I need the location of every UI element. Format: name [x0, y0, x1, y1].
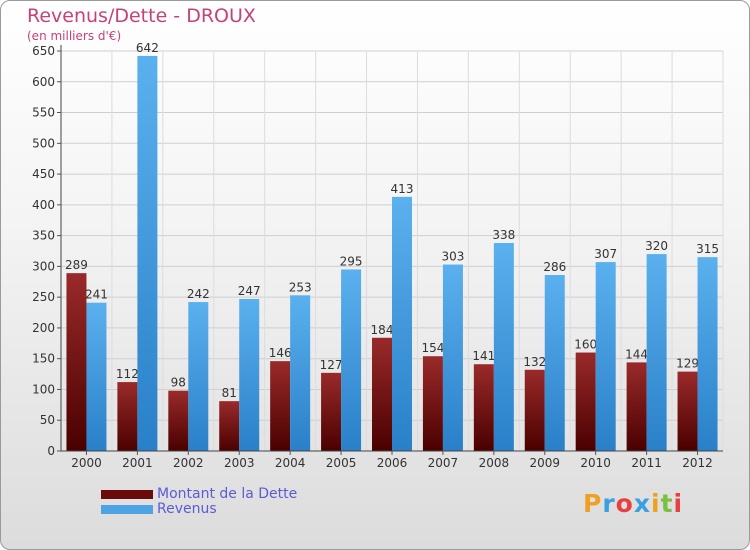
logo-letter: P — [583, 489, 603, 518]
value-label-debt: 132 — [523, 355, 546, 369]
x-tick-label: 2004 — [275, 456, 306, 470]
legend-swatch-revenue — [101, 504, 153, 514]
bar-revenue — [544, 275, 565, 451]
value-label-debt: 289 — [65, 258, 88, 272]
y-tick-label: 50 — [40, 413, 55, 427]
logo-letter: i — [673, 489, 684, 518]
logo-letter: t — [660, 489, 674, 518]
bar-revenue — [442, 264, 463, 451]
value-label-revenue: 295 — [340, 254, 363, 268]
bar-revenue — [493, 243, 514, 451]
y-tick-label: 150 — [32, 352, 55, 366]
bar-debt — [677, 371, 698, 451]
bar-revenue — [290, 295, 311, 451]
x-tick-label: 2000 — [71, 456, 102, 470]
bar-debt — [219, 401, 240, 451]
bar-debt — [270, 361, 291, 451]
x-tick-label: 2003 — [224, 456, 255, 470]
bar-revenue — [188, 302, 209, 451]
proxiti-logo: Proxiti — [583, 489, 683, 518]
value-label-revenue: 242 — [187, 287, 210, 301]
legend-swatch-debt — [101, 489, 153, 499]
bar-debt — [117, 382, 138, 451]
y-tick-label: 300 — [32, 259, 55, 273]
bar-debt — [473, 364, 494, 451]
chart-subtitle: (en milliers d'€) — [27, 29, 122, 43]
value-label-revenue: 320 — [645, 239, 668, 253]
y-tick-label: 450 — [32, 167, 55, 181]
legend-label-revenue: Revenus — [157, 501, 217, 517]
x-tick-label: 2010 — [580, 456, 611, 470]
y-tick-label: 550 — [32, 106, 55, 120]
bars: 289 241 112 642 98 242 81 247 146 253 127 295 184 413… — [65, 41, 719, 452]
y-tick-label: 200 — [32, 321, 55, 335]
bar-debt — [168, 390, 189, 451]
axes: 0 50 100 150 200 250 300 350 400 450 500 550 600 650 2… — [32, 44, 723, 470]
logo-letter: x — [633, 489, 651, 518]
bar-revenue — [341, 269, 362, 451]
value-label-revenue: 303 — [441, 250, 464, 264]
logo-letter: r — [602, 489, 616, 518]
value-label-debt: 184 — [371, 323, 394, 337]
chart-title: Revenus/Dette - DROUX — [27, 5, 256, 27]
bar-debt — [321, 372, 342, 451]
x-tick-label: 2007 — [428, 456, 459, 470]
value-label-debt: 146 — [269, 346, 292, 360]
value-label-revenue: 315 — [696, 242, 719, 256]
value-label-revenue: 241 — [85, 288, 108, 302]
x-tick-label: 2011 — [631, 456, 662, 470]
value-label-debt: 154 — [421, 341, 444, 355]
y-tick-label: 500 — [32, 136, 55, 150]
value-label-revenue: 307 — [594, 247, 617, 261]
value-label-debt: 98 — [171, 376, 186, 390]
bar-revenue — [86, 302, 107, 451]
value-label-revenue: 247 — [238, 284, 261, 298]
legend-item-debt: Montant de la Dette — [101, 486, 298, 502]
bar-revenue — [646, 254, 667, 451]
value-label-debt: 81 — [222, 386, 237, 400]
bar-debt — [372, 337, 392, 451]
bar-debt — [524, 369, 545, 451]
x-tick-label: 2012 — [682, 456, 713, 470]
legend-item-revenue: Revenus — [101, 501, 217, 517]
value-label-debt: 112 — [116, 367, 139, 381]
legend-label-debt: Montant de la Dette — [157, 486, 298, 502]
bar-revenue — [697, 257, 718, 451]
bar-revenue — [239, 299, 260, 451]
x-tick-label: 2005 — [326, 456, 357, 470]
bar-revenue — [595, 262, 616, 451]
bar-debt — [626, 362, 647, 451]
value-label-revenue: 253 — [289, 280, 312, 294]
bar-revenue — [392, 196, 412, 451]
x-tick-label: 2002 — [173, 456, 204, 470]
x-tick-label: 2006 — [377, 456, 408, 470]
x-tick-label: 2009 — [529, 456, 560, 470]
y-tick-label: 100 — [32, 382, 55, 396]
y-tick-label: 400 — [32, 198, 55, 212]
bar-debt — [422, 356, 443, 451]
bar-revenue — [137, 55, 158, 452]
y-tick-label: 250 — [32, 290, 55, 304]
x-tick-label: 2001 — [122, 456, 153, 470]
value-label-debt: 141 — [472, 349, 495, 363]
logo-letter: i — [651, 489, 661, 518]
value-label-debt: 127 — [320, 358, 343, 372]
y-tick-label: 650 — [32, 44, 55, 58]
bar-debt — [575, 352, 596, 451]
logo-letter: o — [615, 489, 634, 518]
value-label-debt: 144 — [625, 347, 648, 361]
y-tick-label: 350 — [32, 229, 55, 243]
bar-debt — [66, 273, 87, 451]
y-tick-label: 0 — [47, 444, 55, 458]
value-label-debt: 129 — [676, 357, 699, 371]
value-label-revenue: 286 — [543, 260, 566, 274]
value-label-revenue: 413 — [391, 182, 414, 196]
x-tick-label: 2008 — [479, 456, 510, 470]
y-tick-label: 600 — [32, 75, 55, 89]
value-label-revenue: 642 — [136, 41, 159, 55]
value-label-debt: 160 — [574, 338, 597, 352]
value-label-revenue: 338 — [492, 228, 515, 242]
